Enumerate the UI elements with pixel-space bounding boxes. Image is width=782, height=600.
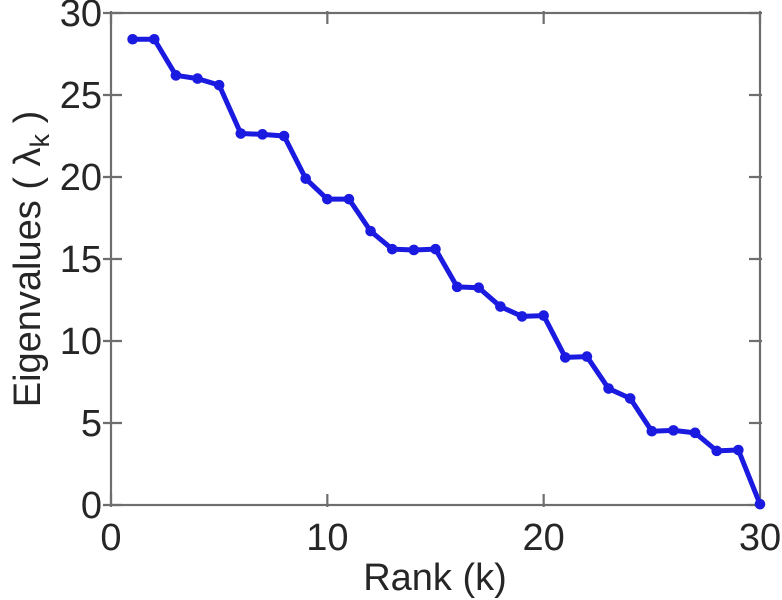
- x-tick-label: 30: [739, 517, 781, 559]
- y-tick-label: 25: [60, 75, 102, 117]
- data-point-marker: [127, 33, 138, 45]
- data-point-marker: [646, 425, 658, 437]
- y-tick-label: 30: [60, 0, 102, 35]
- x-axis-label: Rank (k): [363, 557, 507, 599]
- y-axis-label-suffix: ): [7, 111, 49, 134]
- data-point-marker: [213, 79, 225, 91]
- data-point-marker: [560, 352, 571, 363]
- data-point-marker: [300, 173, 312, 184]
- data-point-marker: [343, 193, 355, 205]
- x-tick-label: 0: [100, 517, 121, 559]
- data-point-marker: [148, 33, 160, 45]
- data-point-marker: [538, 310, 549, 321]
- data-point-marker: [386, 243, 398, 255]
- data-point-marker: [430, 243, 441, 255]
- y-tick-label: 5: [81, 403, 102, 445]
- data-point-marker: [581, 351, 593, 362]
- data-point-marker: [711, 445, 723, 457]
- data-point-marker: [278, 130, 290, 142]
- lambda-symbol: λ: [7, 147, 49, 166]
- data-point-marker: [689, 427, 701, 439]
- x-tick-label: 20: [523, 517, 565, 559]
- y-axis-label: Eigenvalues ( λk ): [7, 111, 55, 408]
- chart-line: [130, 36, 763, 507]
- data-point-marker: [624, 393, 636, 404]
- lambda-subscript: k: [25, 133, 55, 147]
- y-tick-label: 0: [81, 485, 102, 527]
- chart-plot-area: 0 10 20 30 0 5 10 15 20 25 30: [60, 0, 781, 559]
- data-point-marker: [516, 311, 528, 322]
- data-point-marker: [473, 282, 485, 294]
- data-point-marker: [495, 301, 506, 312]
- x-tick-label: 10: [306, 517, 348, 559]
- data-point-marker: [668, 425, 679, 436]
- y-tick-label: 10: [60, 321, 102, 363]
- data-point-marker: [170, 70, 182, 81]
- data-point-marker: [235, 128, 247, 139]
- y-tick-label: 15: [60, 239, 102, 281]
- data-point-marker: [408, 244, 420, 256]
- y-axis-label-prefix: Eigenvalues (: [7, 166, 49, 407]
- data-point-marker: [192, 73, 203, 84]
- data-point-marker: [257, 129, 268, 140]
- data-point-marker: [603, 383, 614, 394]
- data-point-marker: [733, 444, 744, 456]
- y-tick-label: 20: [60, 157, 102, 199]
- data-point-marker: [322, 193, 333, 205]
- data-point-marker: [365, 225, 376, 237]
- data-point-marker: [754, 498, 766, 510]
- data-point-marker: [451, 281, 463, 293]
